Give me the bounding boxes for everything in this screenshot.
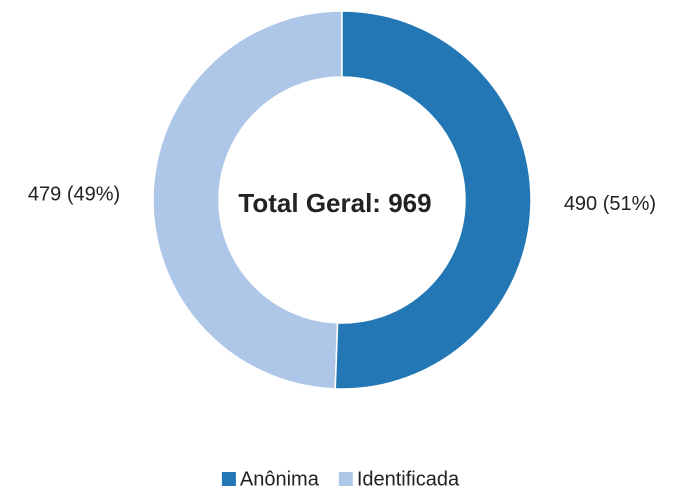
data-label: 479 (49%) (28, 184, 120, 206)
donut-slice (334, 10, 532, 390)
legend-label: Identificada (357, 468, 460, 490)
legend: Anônima Identificada (221, 468, 460, 490)
legend-label: Anônima (240, 468, 320, 490)
center-label: Total Geral: 969 (238, 188, 431, 218)
data-label: 490 (51%) (564, 193, 656, 215)
donut-slice (152, 10, 343, 390)
legend-swatch (338, 472, 353, 486)
legend-swatch (221, 472, 236, 486)
